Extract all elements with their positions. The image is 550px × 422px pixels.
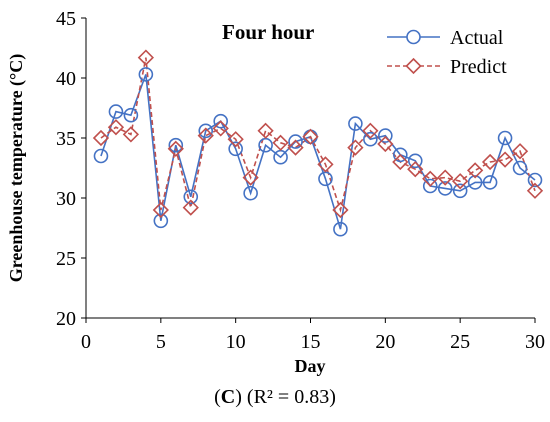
x-tick-label: 25 (450, 331, 470, 353)
point-actual (378, 128, 393, 143)
point-predict (511, 143, 529, 160)
point-actual (213, 113, 228, 129)
caption-label: C (220, 386, 236, 408)
y-tick-label: 45 (56, 8, 76, 30)
point-predict (452, 173, 469, 190)
point-predict (92, 129, 110, 147)
point-actual (108, 104, 124, 119)
point-actual (228, 141, 243, 157)
point-predict (481, 153, 499, 171)
point-actual (452, 183, 468, 199)
chart: 20 25 30 35 40 45 0 5 10 15 20 25 30 Four hour Actua… (6, 8, 545, 376)
y-tick-label: 20 (56, 308, 76, 330)
point-actual (527, 172, 543, 188)
point-actual (123, 107, 139, 123)
axis-ticks: 20 25 30 35 40 45 0 5 10 15 20 25 30 (56, 8, 545, 353)
point-actual (183, 189, 199, 205)
point-predict (347, 139, 364, 156)
point-actual (392, 147, 408, 163)
point-predict (167, 140, 184, 157)
caption-r2: (R² = 0.83) (246, 386, 336, 408)
legend-marker-actual (406, 29, 421, 45)
point-actual (437, 181, 453, 196)
point-actual (288, 134, 303, 149)
point-predict (182, 199, 199, 216)
point-predict (437, 169, 454, 186)
point-actual (198, 123, 214, 139)
y-tick-label: 35 (56, 128, 76, 150)
x-tick-label: 10 (226, 331, 246, 353)
chart-title: Four hour (222, 20, 314, 44)
point-predict (392, 153, 409, 171)
y-tick-label: 25 (56, 248, 76, 270)
point-predict (137, 49, 154, 66)
point-actual (512, 160, 528, 176)
point-predict (467, 162, 484, 179)
point-predict (287, 139, 304, 156)
point-predict (317, 156, 334, 173)
point-predict (422, 170, 439, 187)
point-actual (348, 116, 363, 131)
x-tick-label: 20 (375, 331, 395, 353)
point-predict (526, 182, 544, 199)
point-actual (407, 153, 423, 169)
legend-marker-predict (405, 57, 422, 75)
point-predict (122, 126, 140, 143)
legend-label-predict: Predict (450, 56, 507, 78)
point-actual (467, 175, 483, 190)
point-actual (333, 221, 348, 237)
x-tick-label: 30 (525, 331, 545, 353)
point-predict (377, 135, 394, 153)
point-actual (482, 175, 498, 190)
point-actual (243, 185, 258, 201)
point-actual (153, 213, 169, 229)
point-actual (497, 130, 513, 146)
point-predict (107, 119, 125, 136)
point-predict (362, 122, 379, 139)
point-actual (138, 67, 154, 82)
point-predict (496, 151, 514, 168)
point-predict (212, 120, 229, 137)
point-predict (242, 169, 259, 186)
point-actual (93, 148, 109, 164)
legend-label-actual: Actual (450, 27, 504, 49)
series-layer (92, 49, 544, 237)
x-axis-title: Day (295, 356, 326, 376)
x-tick-label: 5 (156, 331, 166, 353)
point-predict (407, 161, 424, 178)
point-predict (302, 128, 319, 145)
point-predict (257, 122, 274, 139)
x-tick-label: 15 (301, 331, 321, 353)
point-predict (332, 201, 349, 219)
series-line-predict (100, 57, 536, 213)
y-tick-label: 30 (56, 188, 76, 210)
y-axis-title: Greenhouse temperature (°C) (6, 54, 27, 282)
point-actual (422, 178, 438, 194)
point-predict (197, 127, 214, 144)
figure-caption: (C) (R² = 0.83) (214, 386, 336, 408)
legend: Actual Predict (387, 27, 507, 78)
point-actual (168, 137, 184, 153)
y-tick-label: 40 (56, 68, 76, 90)
point-actual (363, 131, 378, 147)
point-predict (152, 201, 169, 219)
x-tick-label: 0 (81, 331, 91, 353)
point-predict (272, 134, 289, 151)
point-predict (227, 131, 244, 148)
